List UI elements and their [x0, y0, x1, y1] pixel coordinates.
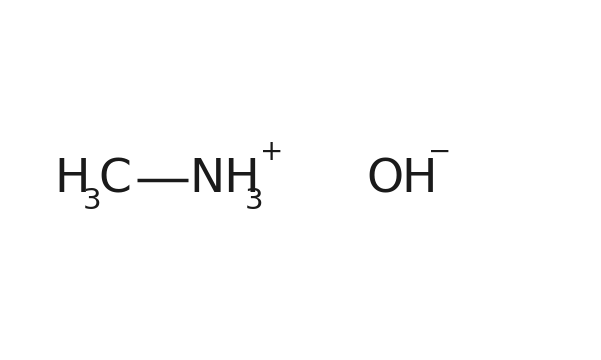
Text: NH: NH: [189, 158, 260, 202]
Text: O: O: [367, 158, 404, 202]
Text: −: −: [428, 138, 451, 166]
Text: H: H: [54, 158, 90, 202]
Text: C: C: [98, 158, 131, 202]
Text: 3: 3: [83, 186, 102, 215]
Text: 3: 3: [245, 186, 264, 215]
Text: +: +: [260, 138, 283, 166]
Text: H: H: [401, 158, 437, 202]
